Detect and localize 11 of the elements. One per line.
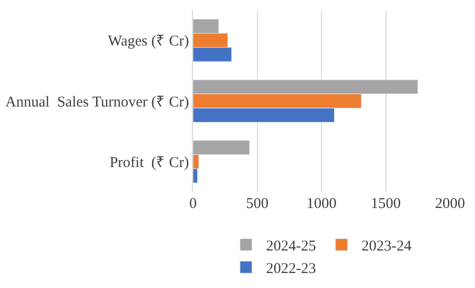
x-tick-label: 0 (189, 196, 197, 212)
legend-label: 2024-25 (266, 238, 316, 254)
x-tick-label: 500 (246, 196, 268, 212)
y-tick-label: Annual Sales Turnover (₹ Cr) (5, 94, 189, 110)
x-tick-label: 1500 (370, 196, 401, 212)
y-tick-label: Wages (₹ Cr) (108, 34, 189, 50)
legend-label: 2022-23 (266, 261, 316, 277)
x-tick-label: 2000 (435, 196, 465, 212)
legend-label: 2023-24 (361, 238, 412, 254)
y-tick-label: Profit (₹ Cr) (110, 154, 189, 171)
x-tick-label: 1000 (306, 196, 336, 212)
